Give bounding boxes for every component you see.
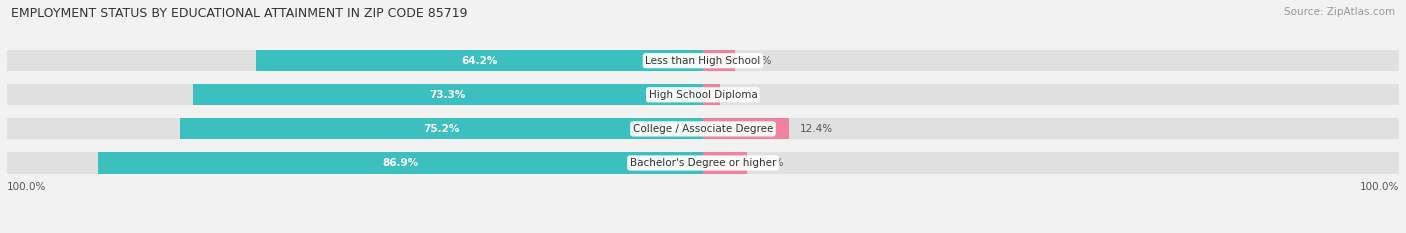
Text: 73.3%: 73.3% bbox=[430, 90, 467, 100]
Text: 12.4%: 12.4% bbox=[800, 124, 832, 134]
Bar bbox=[703, 152, 1399, 174]
Text: Less than High School: Less than High School bbox=[645, 56, 761, 66]
Bar bbox=[703, 84, 720, 105]
Text: 100.0%: 100.0% bbox=[7, 182, 46, 192]
Text: 75.2%: 75.2% bbox=[423, 124, 460, 134]
Text: 100.0%: 100.0% bbox=[1360, 182, 1399, 192]
Bar bbox=[193, 84, 703, 105]
Text: Source: ZipAtlas.com: Source: ZipAtlas.com bbox=[1284, 7, 1395, 17]
Text: 2.5%: 2.5% bbox=[731, 90, 758, 100]
Bar bbox=[256, 50, 703, 71]
Text: 86.9%: 86.9% bbox=[382, 158, 419, 168]
Bar bbox=[7, 118, 703, 140]
Bar bbox=[703, 118, 1399, 140]
Bar bbox=[180, 118, 703, 140]
Text: 64.2%: 64.2% bbox=[461, 56, 498, 66]
Bar bbox=[703, 50, 1399, 71]
Text: High School Diploma: High School Diploma bbox=[648, 90, 758, 100]
Bar bbox=[703, 152, 747, 174]
Bar bbox=[98, 152, 703, 174]
Text: 4.6%: 4.6% bbox=[745, 56, 772, 66]
Bar bbox=[703, 84, 1399, 105]
Bar bbox=[703, 118, 789, 140]
Text: College / Associate Degree: College / Associate Degree bbox=[633, 124, 773, 134]
Text: EMPLOYMENT STATUS BY EDUCATIONAL ATTAINMENT IN ZIP CODE 85719: EMPLOYMENT STATUS BY EDUCATIONAL ATTAINM… bbox=[11, 7, 468, 20]
Bar bbox=[7, 50, 703, 71]
Text: 6.3%: 6.3% bbox=[758, 158, 783, 168]
Bar bbox=[703, 50, 735, 71]
Bar bbox=[7, 84, 703, 105]
Bar bbox=[7, 152, 703, 174]
Text: Bachelor's Degree or higher: Bachelor's Degree or higher bbox=[630, 158, 776, 168]
